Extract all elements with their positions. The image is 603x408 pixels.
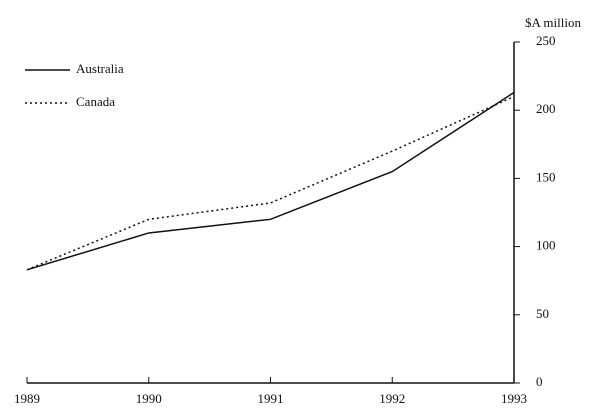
x-tick-label: 1989 [14, 391, 40, 406]
x-tick-label: 1992 [379, 391, 405, 406]
series-line [26, 95, 515, 271]
y-tick-label: 200 [536, 101, 556, 116]
series-line [26, 91, 515, 271]
x-tick-label: 1993 [501, 391, 527, 406]
y-axis-label: $A million [525, 15, 581, 30]
legend-label: Australia [76, 61, 124, 76]
x-tick-label: 1990 [136, 391, 162, 406]
y-tick-label: 100 [536, 238, 556, 253]
x-tick-label: 1991 [258, 391, 284, 406]
y-tick-label: 0 [536, 374, 543, 389]
legend-label: Canada [76, 94, 115, 109]
y-tick-label: 250 [536, 33, 556, 48]
y-tick-label: 50 [536, 306, 549, 321]
y-tick-label: 150 [536, 169, 556, 184]
